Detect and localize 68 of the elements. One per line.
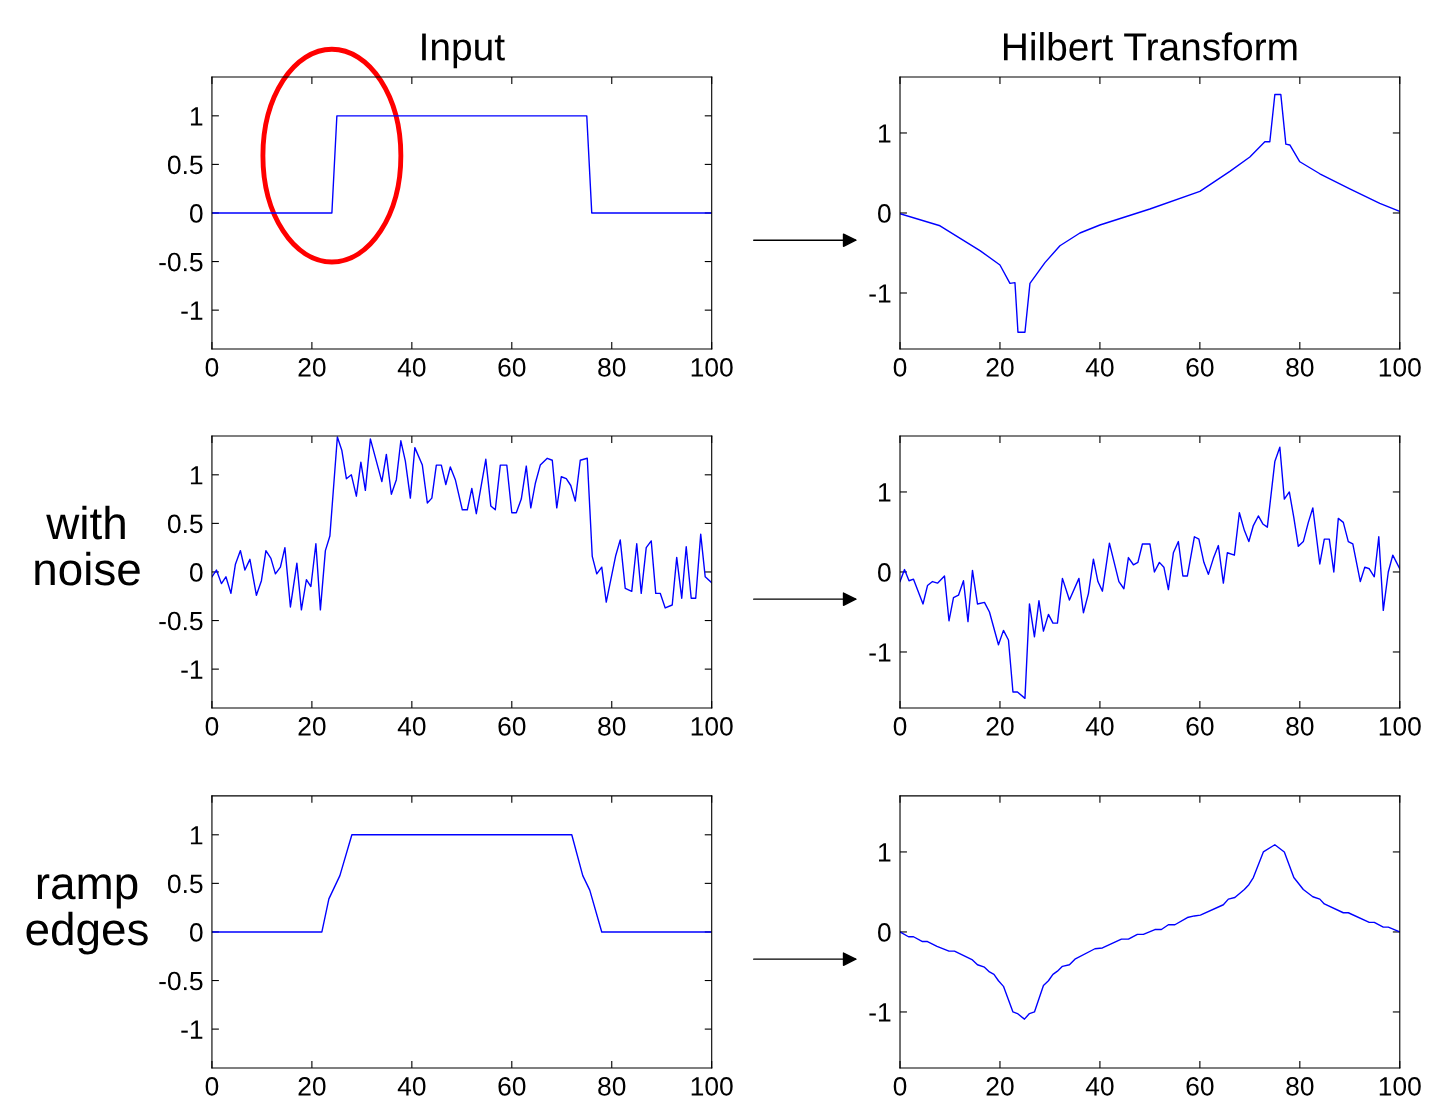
x-tick-label: 60 [1186,358,1214,377]
y-tick-label: -1 [181,660,203,679]
line-series [900,844,1400,1020]
y-tick-label: 0.5 [167,874,203,894]
y-axis-title: with noise [35,505,140,586]
y-tick-label: -0.5 [159,611,203,631]
x-tick-label: 0 [205,717,219,736]
y-tick-label: -1 [181,1020,203,1039]
x-tick-label: 0 [893,717,907,736]
y-tick-label: 0 [189,563,203,582]
chart-title: Hilbert Transform [1003,32,1297,61]
y-tick-label: 1 [190,107,203,126]
x-tick-label: 80 [598,717,626,736]
x-tick-label: 40 [1085,358,1114,377]
y-tick-label: 0.5 [167,514,203,534]
x-tick-label: 0 [205,1077,219,1096]
y-tick-label: 1 [879,124,891,143]
x-tick-label: 80 [598,1077,626,1096]
y-tick-label: 1 [879,843,891,862]
x-tick-label: 60 [1186,1077,1214,1096]
x-tick-label: 100 [1379,358,1421,377]
y-tick-label: -0.5 [159,971,203,991]
y-tick-label: -1 [869,284,891,303]
x-tick-label: 100 [1379,1077,1421,1096]
x-tick-label: 80 [1286,358,1314,377]
y-tick-label: 1 [879,483,891,502]
x-tick-label: 40 [1085,1077,1114,1096]
line-series [900,93,1400,333]
x-tick-label: 0 [893,358,907,377]
x-tick-label: 20 [298,358,326,377]
line-series [900,446,1400,700]
x-tick-label: 20 [298,1077,326,1096]
x-tick-label: 100 [691,1077,733,1096]
chart-title: Input [422,33,505,69]
x-tick-label: 60 [498,717,526,736]
y-tick-label: 0 [189,204,203,223]
x-tick-label: 40 [1085,717,1114,736]
x-tick-label: 100 [691,358,733,377]
x-tick-label: 60 [498,358,526,377]
x-tick-label: 60 [498,1077,526,1096]
x-tick-label: 40 [397,358,426,377]
x-tick-label: 0 [893,1077,907,1096]
x-tick-label: 60 [1186,717,1214,736]
y-tick-label: 0 [878,923,891,942]
x-tick-label: 80 [1286,1077,1314,1096]
y-axis-title: ramp edges [26,874,148,955]
y-tick-label: 0.5 [167,155,203,175]
y-tick-label: 1 [190,466,203,485]
y-tick-label: -1 [869,643,891,662]
x-tick-label: 0 [205,358,219,377]
x-tick-label: 80 [598,358,626,377]
y-tick-label: -1 [869,1003,891,1022]
x-tick-label: 20 [986,1077,1014,1096]
x-tick-label: 40 [397,1077,426,1096]
x-tick-label: 80 [1286,717,1314,736]
y-tick-label: 0 [878,563,891,582]
y-tick-label: 1 [190,826,203,845]
x-tick-label: 20 [986,358,1014,377]
y-tick-label: -1 [181,301,203,320]
x-tick-label: 100 [691,717,733,736]
line-series [211,834,712,933]
y-tick-label: 0 [878,204,891,223]
x-tick-label: 20 [298,717,326,736]
x-tick-label: 100 [1379,717,1421,736]
y-tick-label: -0.5 [159,252,203,272]
x-tick-label: 40 [397,717,426,736]
y-tick-label: 0 [189,923,203,942]
x-tick-label: 20 [986,717,1014,736]
